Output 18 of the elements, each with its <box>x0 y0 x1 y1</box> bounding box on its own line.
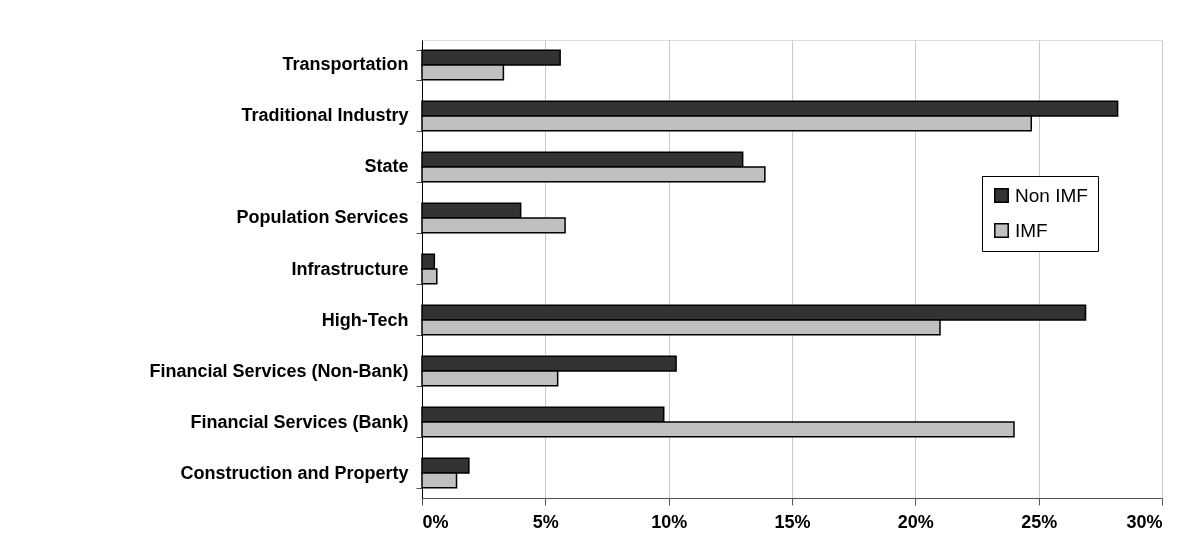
legend-label: Non IMF <box>1015 184 1088 206</box>
legend-label: IMF <box>1015 219 1048 241</box>
x-tick-label: 25% <box>1021 511 1058 532</box>
x-tick-label: 0% <box>422 511 449 532</box>
y-tick-label: Construction and Property <box>180 462 409 483</box>
y-tick-label: Traditional Industry <box>241 105 409 126</box>
x-tick-label: 5% <box>532 511 559 532</box>
y-tick-label: Financial Services (Non-Bank) <box>149 360 409 381</box>
x-tick-label: 15% <box>774 511 811 532</box>
y-tick-label: State <box>364 156 409 177</box>
x-tick-label: 30% <box>1126 511 1163 532</box>
y-tick-label: High-Tech <box>321 309 409 330</box>
y-tick-label: Transportation <box>282 54 409 75</box>
y-tick-label: Population Services <box>236 207 409 228</box>
y-tick-label: Infrastructure <box>291 258 409 279</box>
y-tick-label: Financial Services (Bank) <box>190 411 409 432</box>
x-tick-label: 10% <box>651 511 688 532</box>
x-tick-label: 20% <box>897 511 934 532</box>
